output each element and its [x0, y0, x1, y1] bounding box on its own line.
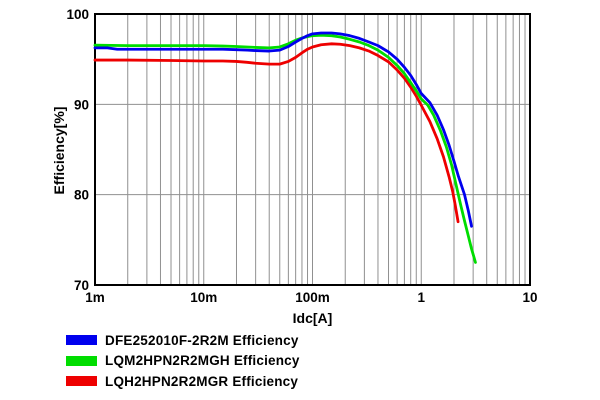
y-tick-label-100: 100: [66, 7, 89, 22]
x-tick-label-1: 1: [417, 290, 425, 305]
legend-item-lqh2hpn2r2mgr: LQH2HPN2R2MGR Efficiency: [66, 373, 300, 389]
x-tick-label-100m: 100m: [295, 290, 330, 305]
series-line-green: [93, 33, 477, 264]
series-line-blue: [93, 31, 473, 228]
y-axis-title: Efficiency[%]: [51, 107, 67, 195]
y-tick-label-90: 90: [74, 97, 89, 112]
legend-item-lqm2hpn2r2mgh: LQM2HPN2R2MGH Efficiency: [66, 353, 300, 369]
y-tick-label-70: 70: [74, 278, 89, 293]
x-tick-label-10m: 10m: [190, 290, 217, 305]
plot-frame: [94, 13, 531, 286]
legend-swatch-green: [66, 355, 97, 366]
legend-label: LQH2HPN2R2MGR Efficiency: [105, 373, 299, 389]
x-tick-label-1m: 1m: [85, 290, 105, 305]
legend-swatch-red: [66, 376, 97, 386]
legend-label: LQM2HPN2R2MGH Efficiency: [105, 353, 300, 368]
chart-legend: DFE252010F-2R2M Efficiency LQM2HPN2R2MGH…: [66, 332, 300, 394]
y-tick-label-80: 80: [74, 188, 89, 203]
legend-label: DFE252010F-2R2M Efficiency: [105, 332, 299, 348]
legend-item-dfe252010f-2r2m: DFE252010F-2R2M Efficiency: [66, 332, 300, 348]
x-axis-title: Idc[A]: [293, 310, 333, 326]
series-line-red: [93, 42, 460, 224]
x-tick-label-10: 10: [522, 290, 537, 305]
legend-swatch-blue: [66, 335, 97, 345]
